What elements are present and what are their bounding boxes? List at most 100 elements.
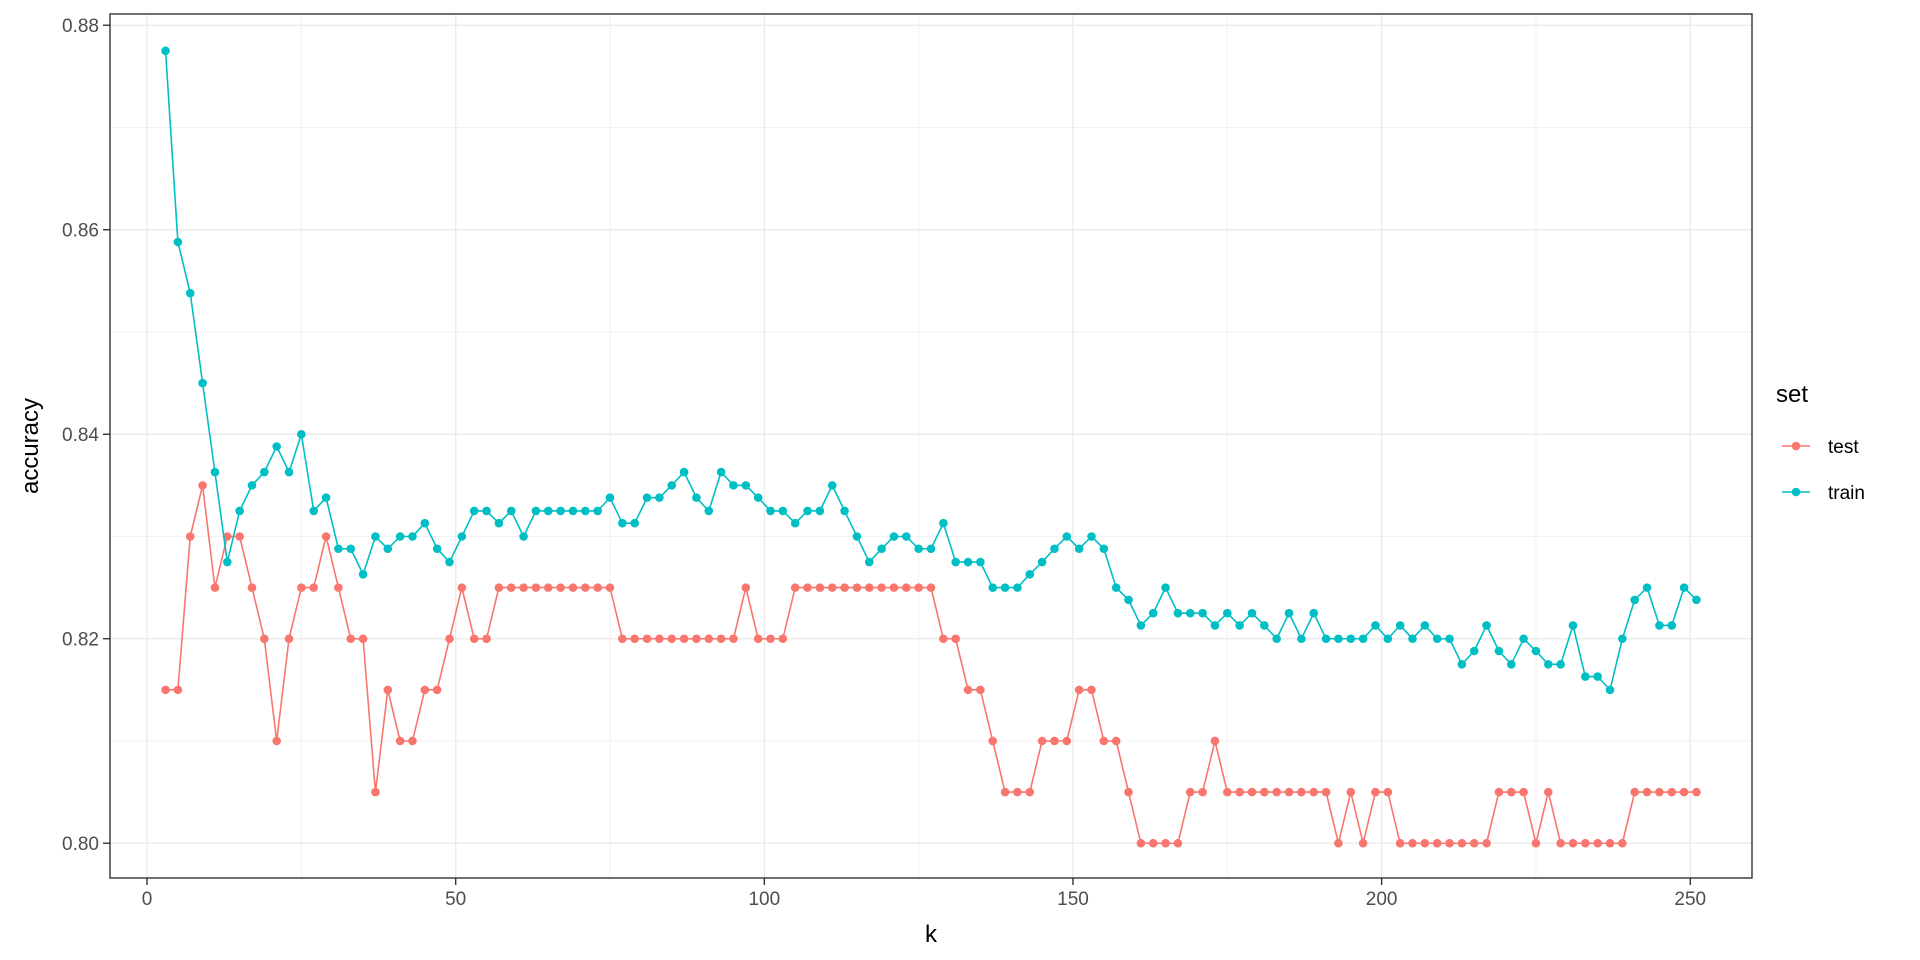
data-point-test bbox=[630, 634, 639, 644]
data-point-test bbox=[655, 634, 664, 644]
data-point-train bbox=[1630, 595, 1640, 605]
y-tick-label: 0.86 bbox=[62, 221, 99, 242]
data-point-train bbox=[1062, 532, 1072, 541]
data-point-train bbox=[1655, 621, 1664, 630]
data-point-test bbox=[951, 634, 960, 644]
data-point-train bbox=[840, 506, 849, 516]
data-point-test bbox=[1050, 736, 1059, 746]
data-point-test bbox=[741, 583, 751, 592]
data-point-test bbox=[1679, 787, 1689, 797]
data-point-train bbox=[358, 570, 368, 579]
data-point-test bbox=[939, 634, 948, 644]
y-axis-title: accuracy bbox=[17, 398, 44, 494]
data-point-test bbox=[482, 634, 491, 644]
data-point-train bbox=[1358, 634, 1368, 644]
data-point-train bbox=[1568, 621, 1578, 630]
data-point-train bbox=[1457, 660, 1467, 669]
data-point-train bbox=[1025, 570, 1035, 579]
data-point-train bbox=[408, 532, 417, 541]
data-point-train bbox=[309, 506, 319, 516]
data-point-train bbox=[864, 557, 874, 567]
data-point-test bbox=[346, 634, 356, 644]
data-point-train bbox=[1247, 608, 1257, 618]
data-point-train bbox=[1506, 660, 1516, 669]
data-point-train bbox=[1013, 583, 1022, 592]
data-point-test bbox=[272, 736, 281, 746]
data-point-train bbox=[1679, 583, 1689, 592]
data-point-test bbox=[1210, 736, 1220, 746]
data-point-test bbox=[1260, 787, 1269, 797]
data-point-test bbox=[1062, 736, 1072, 746]
x-tick-label: 100 bbox=[748, 889, 780, 910]
x-tick-label: 250 bbox=[1674, 889, 1706, 910]
data-point-train bbox=[321, 493, 331, 502]
data-point-train bbox=[1099, 544, 1109, 554]
data-point-test bbox=[1099, 736, 1109, 746]
x-tick-label: 50 bbox=[445, 889, 466, 910]
data-point-test bbox=[1013, 787, 1022, 797]
data-point-train bbox=[951, 557, 960, 567]
data-point-train bbox=[1445, 634, 1454, 644]
data-point-train bbox=[284, 467, 294, 477]
data-point-train bbox=[556, 506, 565, 516]
data-point-train bbox=[753, 493, 763, 502]
data-point-train bbox=[741, 481, 751, 490]
data-point-test bbox=[297, 583, 306, 592]
data-point-train bbox=[926, 544, 936, 554]
data-point-test bbox=[1235, 787, 1244, 797]
data-point-test bbox=[1309, 787, 1319, 797]
y-tick-label: 0.88 bbox=[62, 16, 99, 37]
data-point-test bbox=[1272, 787, 1281, 797]
data-point-test bbox=[383, 685, 393, 695]
data-point-test bbox=[395, 736, 405, 746]
data-point-test bbox=[173, 685, 183, 695]
plot-panel bbox=[110, 14, 1752, 878]
data-point-train bbox=[1519, 634, 1528, 644]
data-point-test bbox=[469, 634, 479, 644]
data-point-test bbox=[210, 583, 220, 592]
data-point-train bbox=[939, 518, 948, 528]
series-layer bbox=[161, 46, 1701, 848]
legend-item-train: train bbox=[1782, 483, 1865, 504]
data-point-test bbox=[753, 634, 763, 644]
data-point-train bbox=[815, 506, 825, 516]
minor-gridlines bbox=[110, 14, 1752, 878]
data-point-test bbox=[1321, 787, 1331, 797]
plot-panel-border bbox=[109, 13, 1753, 879]
data-point-test bbox=[1667, 787, 1677, 797]
data-point-test bbox=[432, 685, 442, 695]
data-point-test bbox=[827, 583, 837, 592]
data-point-test bbox=[1124, 787, 1133, 797]
data-point-test bbox=[1655, 787, 1664, 797]
data-point-test bbox=[914, 583, 923, 592]
data-point-train bbox=[618, 518, 627, 528]
data-point-test bbox=[605, 583, 615, 592]
data-point-test bbox=[334, 583, 343, 592]
y-tick-label: 0.82 bbox=[62, 630, 99, 651]
data-point-test bbox=[1432, 838, 1442, 848]
data-point-train bbox=[630, 518, 639, 528]
data-point-train bbox=[704, 506, 714, 516]
y-tick-label: 0.80 bbox=[62, 834, 99, 855]
data-point-train bbox=[1383, 634, 1393, 644]
data-point-test bbox=[1642, 787, 1652, 797]
data-point-test bbox=[803, 583, 812, 592]
data-point-test bbox=[222, 532, 232, 541]
data-point-test bbox=[506, 583, 516, 592]
data-point-train bbox=[988, 583, 998, 592]
data-point-train bbox=[679, 467, 689, 477]
data-point-test bbox=[247, 583, 257, 592]
series-test bbox=[161, 481, 1701, 848]
data-point-test bbox=[1074, 685, 1084, 695]
data-point-train bbox=[1173, 608, 1183, 618]
data-point-test bbox=[260, 634, 269, 644]
data-point-train bbox=[803, 506, 812, 516]
data-point-test bbox=[1531, 838, 1541, 848]
data-point-train bbox=[185, 288, 195, 298]
data-point-train bbox=[531, 506, 541, 516]
data-point-train bbox=[260, 467, 269, 477]
data-point-train bbox=[235, 506, 244, 516]
data-point-test bbox=[198, 481, 207, 490]
data-point-train bbox=[778, 506, 788, 516]
